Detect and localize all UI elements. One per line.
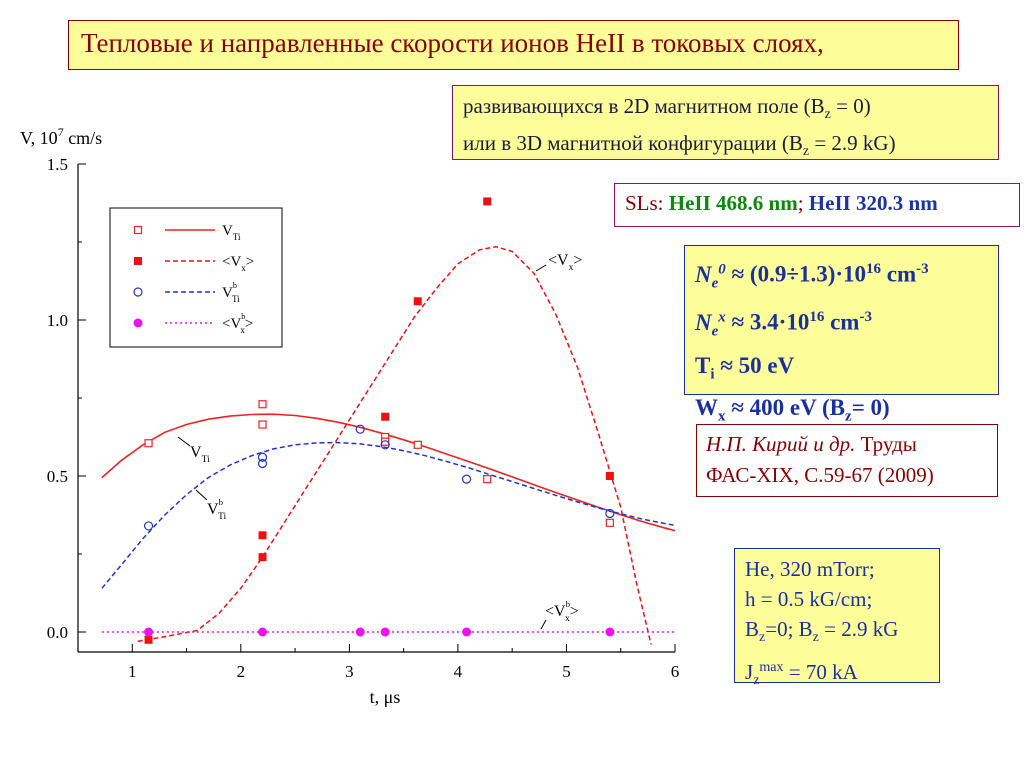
point-vt bbox=[483, 475, 492, 484]
annotation-vti: VTi bbox=[190, 444, 210, 465]
point-vt bbox=[413, 440, 422, 449]
point-vxb bbox=[144, 627, 154, 637]
point-vx bbox=[483, 197, 492, 206]
x-tick-label: 6 bbox=[671, 662, 680, 681]
chart-legend: VTi <Vx> Vb Ti <Vb x> bbox=[109, 207, 283, 348]
x-tick-label: 1 bbox=[128, 662, 137, 681]
legend-label-vtb: Vb Ti bbox=[222, 281, 240, 304]
point-vxb bbox=[462, 627, 472, 637]
legend-label-vx: <Vx> bbox=[222, 254, 254, 273]
point-vxb bbox=[258, 627, 268, 637]
x-axis-label: t, μs bbox=[370, 687, 401, 707]
point-vtb bbox=[257, 458, 268, 469]
legend-label-vxb: <Vb x> bbox=[222, 312, 253, 335]
annotation-vxb: <Vb x> bbox=[545, 599, 579, 624]
point-vt bbox=[605, 518, 614, 527]
point-vtb bbox=[143, 521, 154, 531]
reference-journal: Труды bbox=[855, 432, 917, 456]
y-tick-label: 1.0 bbox=[47, 311, 68, 330]
annotation-leader bbox=[540, 619, 547, 630]
reference-box: Н.П. Кирий и др. Труды ФАС-XIX, С.59-67 … bbox=[696, 424, 998, 497]
param-nex: Nex ≈ 3.4·1016 cm-3 bbox=[695, 309, 872, 340]
param-ti: Ti ≈ 50 eV bbox=[695, 352, 795, 383]
condition-gradient: h = 0.5 kG/cm; bbox=[745, 587, 873, 611]
point-vx bbox=[258, 553, 267, 562]
point-vt bbox=[144, 439, 153, 448]
legend-marker-vt bbox=[133, 225, 143, 235]
reference-authors: Н.П. Кирий и др. bbox=[706, 432, 856, 456]
reference-source: ФАС-XIX, С.59-67 (2009) bbox=[706, 463, 934, 487]
x-tick-label: 4 bbox=[454, 662, 463, 681]
spectral-line-4686: HeII 468.6 nm bbox=[668, 191, 798, 215]
y-tick-label: 0.0 bbox=[47, 623, 68, 642]
y-axis-label: V, 107 cm/s bbox=[20, 125, 102, 148]
point-vxb bbox=[355, 627, 365, 637]
point-vtb bbox=[461, 474, 472, 484]
x-tick-label: 2 bbox=[237, 662, 246, 681]
y-tick-label: 1.5 bbox=[47, 155, 68, 174]
chart-points bbox=[143, 197, 615, 644]
point-vx bbox=[413, 297, 422, 306]
point-vtb bbox=[605, 508, 615, 519]
legend-marker-vtb bbox=[133, 287, 143, 297]
annotation-vtib: Vb Ti bbox=[207, 497, 226, 522]
spectral-line-3203: HeII 320.3 nm bbox=[808, 191, 938, 215]
point-vx bbox=[258, 531, 267, 540]
point-vxb bbox=[605, 627, 615, 637]
param-wx: Wx ≈ 400 eV (Bz= 0) bbox=[695, 395, 890, 425]
annotation-leader bbox=[535, 264, 547, 272]
legend-label-vt: VTi bbox=[222, 223, 241, 242]
annotation-leader bbox=[177, 436, 191, 447]
plasma-parameters-box: Ne0 ≈ (0.9÷1.3)·1016 cm-3 Nex ≈ 3.4·1016… bbox=[684, 245, 999, 425]
annotation-vx: <Vx> bbox=[548, 252, 582, 273]
legend-marker-vx bbox=[134, 257, 142, 265]
curve-vtb bbox=[101, 441, 676, 589]
annotation-leader bbox=[195, 489, 208, 501]
curve-vt bbox=[101, 413, 676, 532]
chart-axes: 1 2 3 4 5 6 0.0 0.5 1.0 1.5 V, 107 cm/s t, μs bbox=[20, 125, 679, 707]
legend-marker-vxb bbox=[133, 318, 143, 328]
point-vx bbox=[381, 412, 390, 421]
condition-gas: He, 320 mTorr; bbox=[745, 557, 875, 581]
point-vtb bbox=[355, 424, 365, 434]
spectral-lines-box: SLs: HeII 468.6 nm; HeII 320.3 nm bbox=[614, 183, 1020, 227]
subtitle-box: развивающихся в 2D магнитном поле (Bz = … bbox=[452, 85, 999, 160]
condition-current: Jzmax = 70 kA bbox=[745, 660, 858, 689]
point-vt bbox=[258, 420, 267, 429]
point-vxb bbox=[380, 627, 390, 637]
conditions-box: He, 320 mTorr; h = 0.5 kG/cm; Bz=0; Bz =… bbox=[734, 548, 940, 688]
subtitle-line-2: или в 3D магнитной конфигурации (Bz = 2.… bbox=[463, 131, 896, 160]
slide-title: Тепловые и направленные скорости ионов H… bbox=[68, 20, 959, 70]
point-vtb bbox=[257, 452, 268, 462]
chart-annotations: VTi Vb Ti <Vx> <Vb x> bbox=[177, 252, 582, 630]
param-ne0: Ne0 ≈ (0.9÷1.3)·1016 cm-3 bbox=[695, 261, 929, 292]
subtitle-line-1: развивающихся в 2D магнитном поле (Bz = … bbox=[463, 94, 871, 123]
point-vx bbox=[605, 472, 614, 480]
point-vx bbox=[144, 635, 153, 644]
x-tick-label: 3 bbox=[345, 662, 354, 681]
y-tick-label: 0.5 bbox=[47, 467, 68, 486]
point-vt bbox=[381, 437, 390, 446]
point-vtb bbox=[380, 440, 390, 450]
x-tick-label: 5 bbox=[562, 662, 571, 681]
condition-field: Bz=0; Bz = 2.9 kG bbox=[745, 617, 899, 646]
curve-vx bbox=[137, 245, 652, 645]
point-vt bbox=[258, 400, 267, 409]
